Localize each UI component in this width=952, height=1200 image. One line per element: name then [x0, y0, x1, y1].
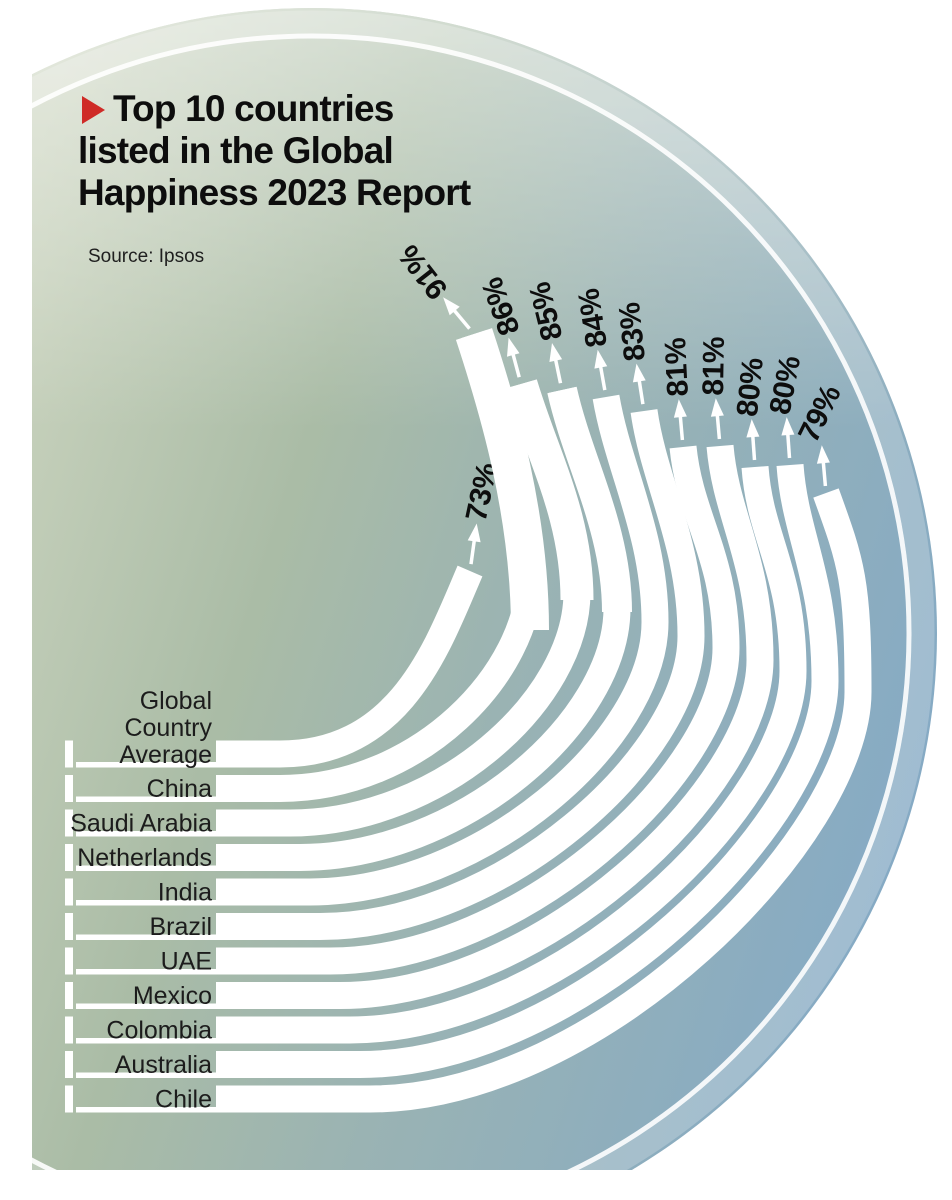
bar-underline: [76, 1107, 216, 1113]
bar-start-tab: [65, 740, 73, 768]
up-arrow-shaft: [751, 435, 757, 461]
page-title-line2: listed in the Global: [78, 130, 393, 171]
row-label: Country: [124, 714, 212, 742]
value-label: 81%: [697, 337, 731, 396]
up-arrow-icon: [746, 419, 760, 438]
row-label: UAE: [161, 948, 212, 976]
up-arrow-icon: [549, 343, 563, 362]
page-title-line3: Happiness 2023 Report: [78, 172, 471, 213]
bar-start-tab: [65, 913, 73, 940]
bar-start-tab: [65, 1051, 73, 1078]
row-label: India: [158, 879, 212, 907]
bar-underline: [76, 796, 216, 802]
source-note: Source: Ipsos: [88, 246, 204, 267]
bar-underline: [76, 1038, 216, 1044]
globe-outer-band: [32, 10, 935, 1170]
bar-row: Colombia 80%: [65, 356, 807, 1045]
up-arrow-shaft: [452, 309, 471, 330]
bar-start-tab: [65, 878, 73, 906]
bar-start-tab: [65, 844, 73, 871]
bar-start-tab: [65, 982, 73, 1009]
row-label: Saudi Arabia: [70, 810, 212, 838]
bar-arc: [216, 488, 872, 1113]
bar-start-tab: [65, 809, 73, 837]
bar-start-tab: [65, 947, 73, 975]
chart-header: Top 10 countries listed in the Global Ha…: [78, 88, 472, 267]
bar-arc: [216, 463, 839, 1078]
up-arrow-icon: [673, 399, 687, 418]
red-triangle-icon: [82, 96, 105, 124]
bar-start-tab: [65, 1085, 73, 1113]
row-label: Australia: [115, 1051, 212, 1079]
bar-underline: [76, 1003, 216, 1009]
bar-arc-flare: [547, 386, 632, 613]
bar-arc: [216, 465, 807, 1044]
bar-row: Brazil 83%: [65, 301, 705, 941]
bar-arc: [216, 409, 705, 940]
up-arrow-shaft: [715, 414, 722, 440]
bar-arc: [216, 444, 774, 1009]
bar-start-tab: [65, 1016, 73, 1044]
value-label: 83%: [613, 301, 652, 363]
bar-underline: [76, 934, 216, 940]
bar-underline: [76, 865, 216, 871]
row-label: Brazil: [149, 913, 212, 941]
value-label: 80%: [731, 356, 770, 418]
up-arrow-icon: [467, 523, 481, 543]
up-arrow-shaft: [821, 461, 828, 487]
up-arrow-shaft: [553, 359, 563, 384]
row-label: China: [147, 775, 212, 803]
row-label: Mexico: [133, 982, 212, 1010]
up-arrow-icon: [710, 398, 724, 417]
bar-underline: [76, 969, 216, 975]
up-arrow-icon: [816, 445, 830, 464]
up-arrow-shaft: [678, 415, 685, 441]
bar-underline: [76, 900, 216, 906]
up-arrow-shaft: [511, 353, 521, 378]
bar-arc: [216, 565, 483, 768]
row-label: Average: [119, 741, 212, 769]
bar-arc-flare: [505, 379, 594, 601]
up-arrow-icon: [594, 349, 608, 369]
up-arrow-shaft: [786, 433, 792, 459]
globe-ring: [32, 33, 912, 1170]
row-label: Chile: [155, 1086, 212, 1114]
bar-arc: [216, 445, 740, 975]
up-arrow-shaft: [598, 366, 607, 391]
bar-underline: [76, 831, 216, 837]
up-arrow-icon: [443, 297, 460, 316]
bar-row: UAE 81%: [65, 337, 740, 976]
up-arrow-icon: [781, 417, 795, 436]
up-arrow-shaft: [469, 540, 477, 565]
up-arrow-icon: [632, 363, 646, 383]
row-label: Netherlands: [77, 844, 212, 872]
page-title-line1: Top 10 countries: [113, 88, 394, 129]
bar-row: Mexico 81%: [65, 337, 774, 1010]
up-arrow-shaft: [637, 380, 645, 405]
row-label: Colombia: [106, 1017, 212, 1045]
up-arrow-icon: [507, 337, 520, 357]
bar-underline: [76, 762, 216, 768]
row-label: Global: [140, 687, 212, 715]
bar-row: Australia 80%: [65, 354, 839, 1079]
bar-arc: [216, 394, 669, 906]
bar-underline: [76, 1072, 216, 1078]
bar-arc-flare: [455, 328, 549, 631]
bar-start-tab: [65, 775, 73, 802]
value-label: 81%: [659, 337, 695, 397]
